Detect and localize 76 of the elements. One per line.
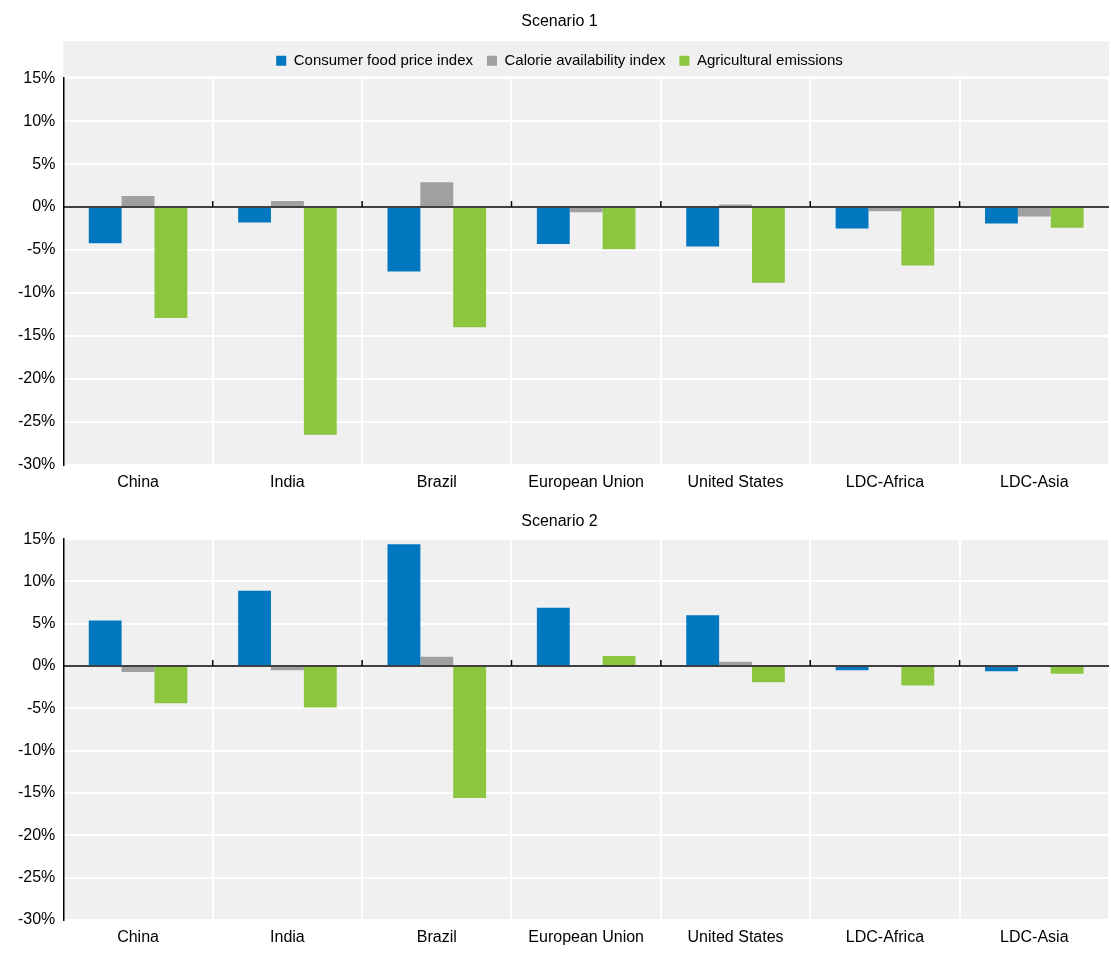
x-tick-label: LDC-Asia	[1000, 927, 1069, 945]
bar	[602, 208, 636, 250]
bar	[453, 208, 487, 328]
y-tick-label: -10%	[17, 283, 56, 301]
x-tick-label: European Union	[528, 472, 644, 490]
y-tick-label: -15%	[17, 783, 56, 801]
y-tick-label: 0%	[32, 656, 56, 674]
x-tick-label: Brazil	[416, 472, 457, 490]
bar	[835, 667, 869, 671]
y-tick-label: -25%	[17, 867, 56, 885]
y-tick-label: -10%	[17, 741, 56, 759]
chart-title: Scenario 1	[521, 12, 598, 30]
bar	[121, 667, 155, 672]
bar	[270, 667, 304, 671]
y-tick-label: -5%	[26, 240, 56, 258]
bar	[154, 667, 188, 704]
x-tick-label: China	[117, 472, 160, 490]
y-tick-label: -20%	[17, 825, 56, 843]
x-tick-label: Brazil	[416, 927, 457, 945]
bar	[238, 208, 271, 223]
bar	[686, 615, 720, 666]
y-tick-label: 10%	[23, 571, 56, 589]
bar	[719, 661, 752, 666]
bar	[1050, 208, 1084, 228]
y-tick-label: 0%	[32, 197, 56, 215]
x-tick-label: LDC-Asia	[1000, 472, 1069, 490]
bar	[121, 195, 155, 207]
bar	[453, 667, 487, 799]
x-tick-label: European Union	[528, 927, 644, 945]
x-tick-label: India	[270, 472, 305, 490]
y-tick-label: -30%	[17, 455, 56, 473]
bar	[602, 655, 636, 666]
bar	[88, 620, 122, 666]
x-tick-label: China	[117, 927, 160, 945]
bar	[387, 208, 421, 272]
bar	[420, 182, 454, 207]
y-tick-label: 15%	[23, 529, 56, 547]
bar	[569, 208, 603, 213]
y-tick-label: -25%	[17, 412, 56, 430]
x-tick-label: LDC-Africa	[845, 472, 925, 490]
bar	[387, 544, 421, 666]
bar	[751, 208, 785, 283]
bar	[751, 667, 785, 683]
bar	[154, 208, 188, 318]
bar	[536, 208, 570, 245]
bar	[686, 208, 720, 247]
x-tick-label: United States	[687, 927, 784, 945]
y-tick-label: -15%	[17, 326, 56, 344]
bar	[270, 201, 304, 207]
legend-label: Calorie availability index	[504, 50, 666, 68]
bar	[1050, 667, 1084, 674]
bar	[985, 667, 1018, 672]
y-tick-label: 10%	[23, 111, 56, 129]
bar	[88, 208, 122, 244]
y-tick-label: 5%	[32, 614, 56, 632]
bar	[901, 208, 935, 266]
bar	[536, 607, 570, 666]
bar	[901, 667, 935, 686]
legend-label: Agricultural emissions	[696, 50, 843, 68]
chart-title: Scenario 2	[521, 512, 598, 530]
y-tick-label: -20%	[17, 369, 56, 387]
x-tick-label: United States	[687, 472, 784, 490]
x-tick-label: India	[270, 927, 305, 945]
bar	[835, 208, 869, 229]
bar	[1017, 208, 1051, 217]
bar	[985, 208, 1018, 224]
bar	[303, 667, 337, 708]
x-tick-label: LDC-Africa	[845, 927, 925, 945]
y-tick-label: 5%	[32, 154, 56, 172]
y-tick-label: -5%	[26, 698, 56, 716]
bar	[303, 208, 337, 435]
y-tick-label: 15%	[23, 68, 56, 86]
bar	[420, 656, 454, 666]
y-tick-label: -30%	[17, 910, 56, 928]
bar	[238, 590, 271, 666]
legend-label: Consumer food price index	[293, 50, 474, 68]
